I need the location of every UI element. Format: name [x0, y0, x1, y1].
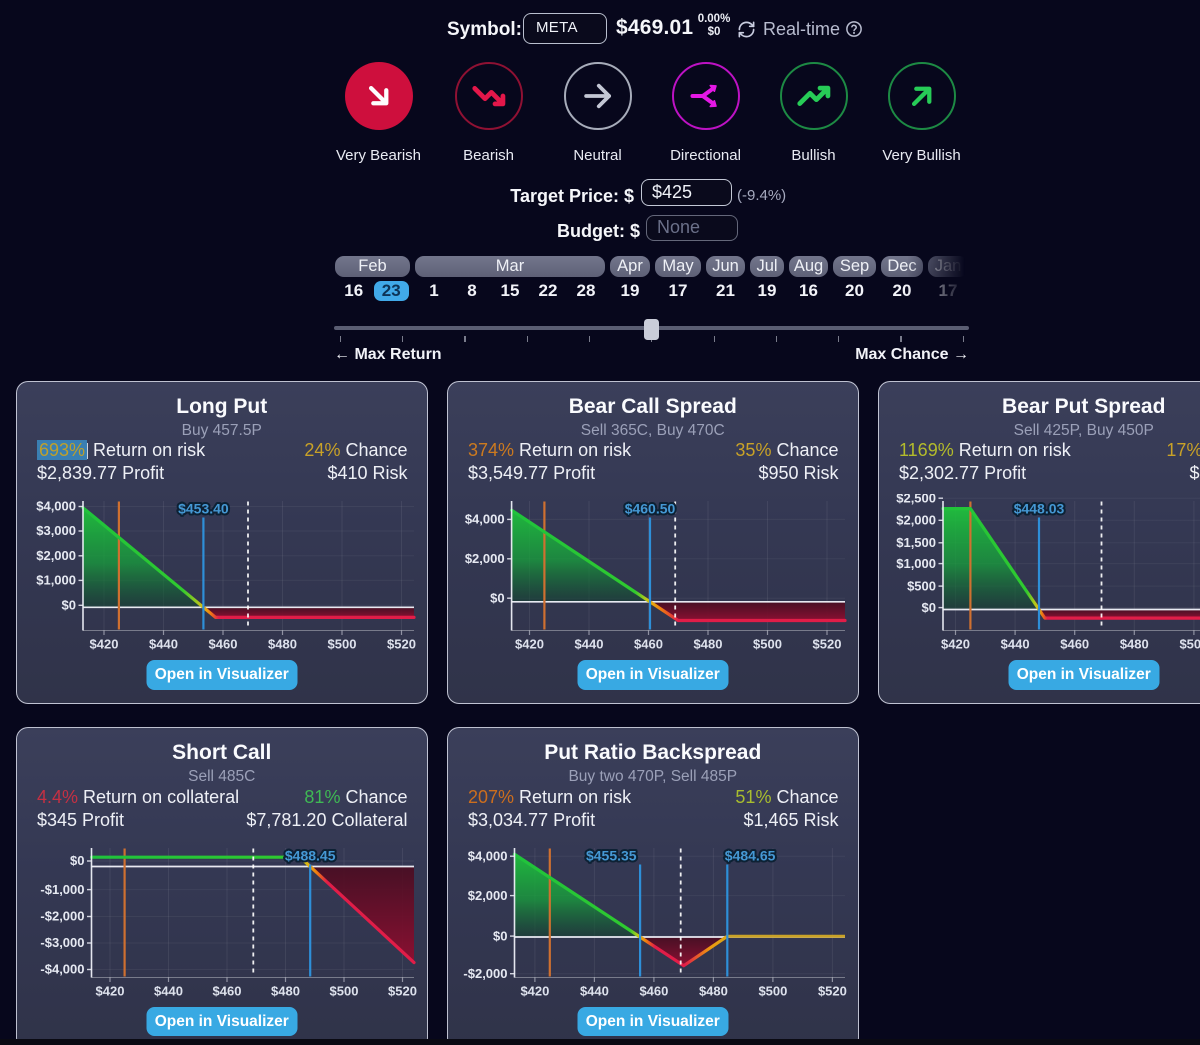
svg-text:$460: $460 — [634, 637, 663, 652]
svg-text:$2,000: $2,000 — [468, 888, 508, 903]
svg-text:$520: $520 — [813, 637, 842, 652]
svg-text:$453.40: $453.40 — [178, 501, 229, 517]
svg-text:$2,000: $2,000 — [465, 551, 505, 566]
svg-text:$0: $0 — [490, 590, 504, 605]
svg-text:$0: $0 — [70, 853, 84, 868]
svg-text:$4,000: $4,000 — [465, 512, 505, 527]
svg-text:-$3,000: -$3,000 — [40, 935, 84, 950]
svg-text:$420: $420 — [520, 984, 549, 999]
svg-text:$480: $480 — [271, 984, 300, 999]
svg-text:$460: $460 — [209, 637, 238, 652]
svg-text:$500: $500 — [330, 984, 359, 999]
svg-text:$488.45: $488.45 — [285, 848, 336, 864]
svg-text:$440: $440 — [149, 637, 178, 652]
svg-text:$440: $440 — [575, 637, 604, 652]
svg-text:$420: $420 — [515, 637, 544, 652]
svg-text:$1,000: $1,000 — [896, 556, 936, 571]
svg-text:$440: $440 — [580, 984, 609, 999]
svg-text:$520: $520 — [818, 984, 847, 999]
svg-text:$0: $0 — [922, 600, 936, 615]
svg-text:$4,000: $4,000 — [468, 848, 508, 863]
svg-text:$460: $460 — [213, 984, 242, 999]
svg-text:$500: $500 — [907, 578, 936, 593]
svg-text:$460: $460 — [1060, 637, 1089, 652]
svg-text:$1,500: $1,500 — [896, 535, 936, 550]
svg-text:-$1,000: -$1,000 — [40, 882, 84, 897]
svg-text:$484.65: $484.65 — [725, 848, 776, 864]
svg-text:$420: $420 — [90, 637, 119, 652]
svg-text:$500: $500 — [753, 637, 782, 652]
svg-text:$420: $420 — [96, 984, 125, 999]
svg-text:$0: $0 — [493, 928, 507, 943]
svg-text:$480: $480 — [699, 984, 728, 999]
svg-text:$4,000: $4,000 — [36, 499, 76, 514]
svg-text:-$4,000: -$4,000 — [40, 962, 84, 977]
svg-text:$480: $480 — [1120, 637, 1149, 652]
svg-text:$2,500: $2,500 — [896, 494, 936, 505]
svg-text:$460.50: $460.50 — [625, 501, 676, 517]
svg-text:$1,000: $1,000 — [36, 573, 76, 588]
svg-text:$0: $0 — [62, 598, 76, 613]
svg-text:$460: $460 — [639, 984, 668, 999]
svg-text:$2,000: $2,000 — [36, 548, 76, 563]
svg-text:-$2,000: -$2,000 — [40, 909, 84, 924]
svg-text:$480: $480 — [694, 637, 723, 652]
svg-text:$520: $520 — [387, 637, 416, 652]
svg-text:$500: $500 — [758, 984, 787, 999]
svg-text:$500: $500 — [1179, 637, 1200, 652]
svg-text:$3,000: $3,000 — [36, 523, 76, 538]
svg-text:$440: $440 — [1001, 637, 1030, 652]
svg-text:$2,000: $2,000 — [896, 513, 936, 528]
svg-text:$420: $420 — [941, 637, 970, 652]
svg-text:$480: $480 — [268, 637, 297, 652]
svg-text:$448.03: $448.03 — [1014, 501, 1065, 517]
svg-text:$500: $500 — [328, 637, 357, 652]
svg-text:$440: $440 — [154, 984, 183, 999]
svg-text:-$2,000: -$2,000 — [463, 966, 507, 981]
svg-text:$520: $520 — [388, 984, 417, 999]
svg-text:$455.35: $455.35 — [586, 848, 637, 864]
